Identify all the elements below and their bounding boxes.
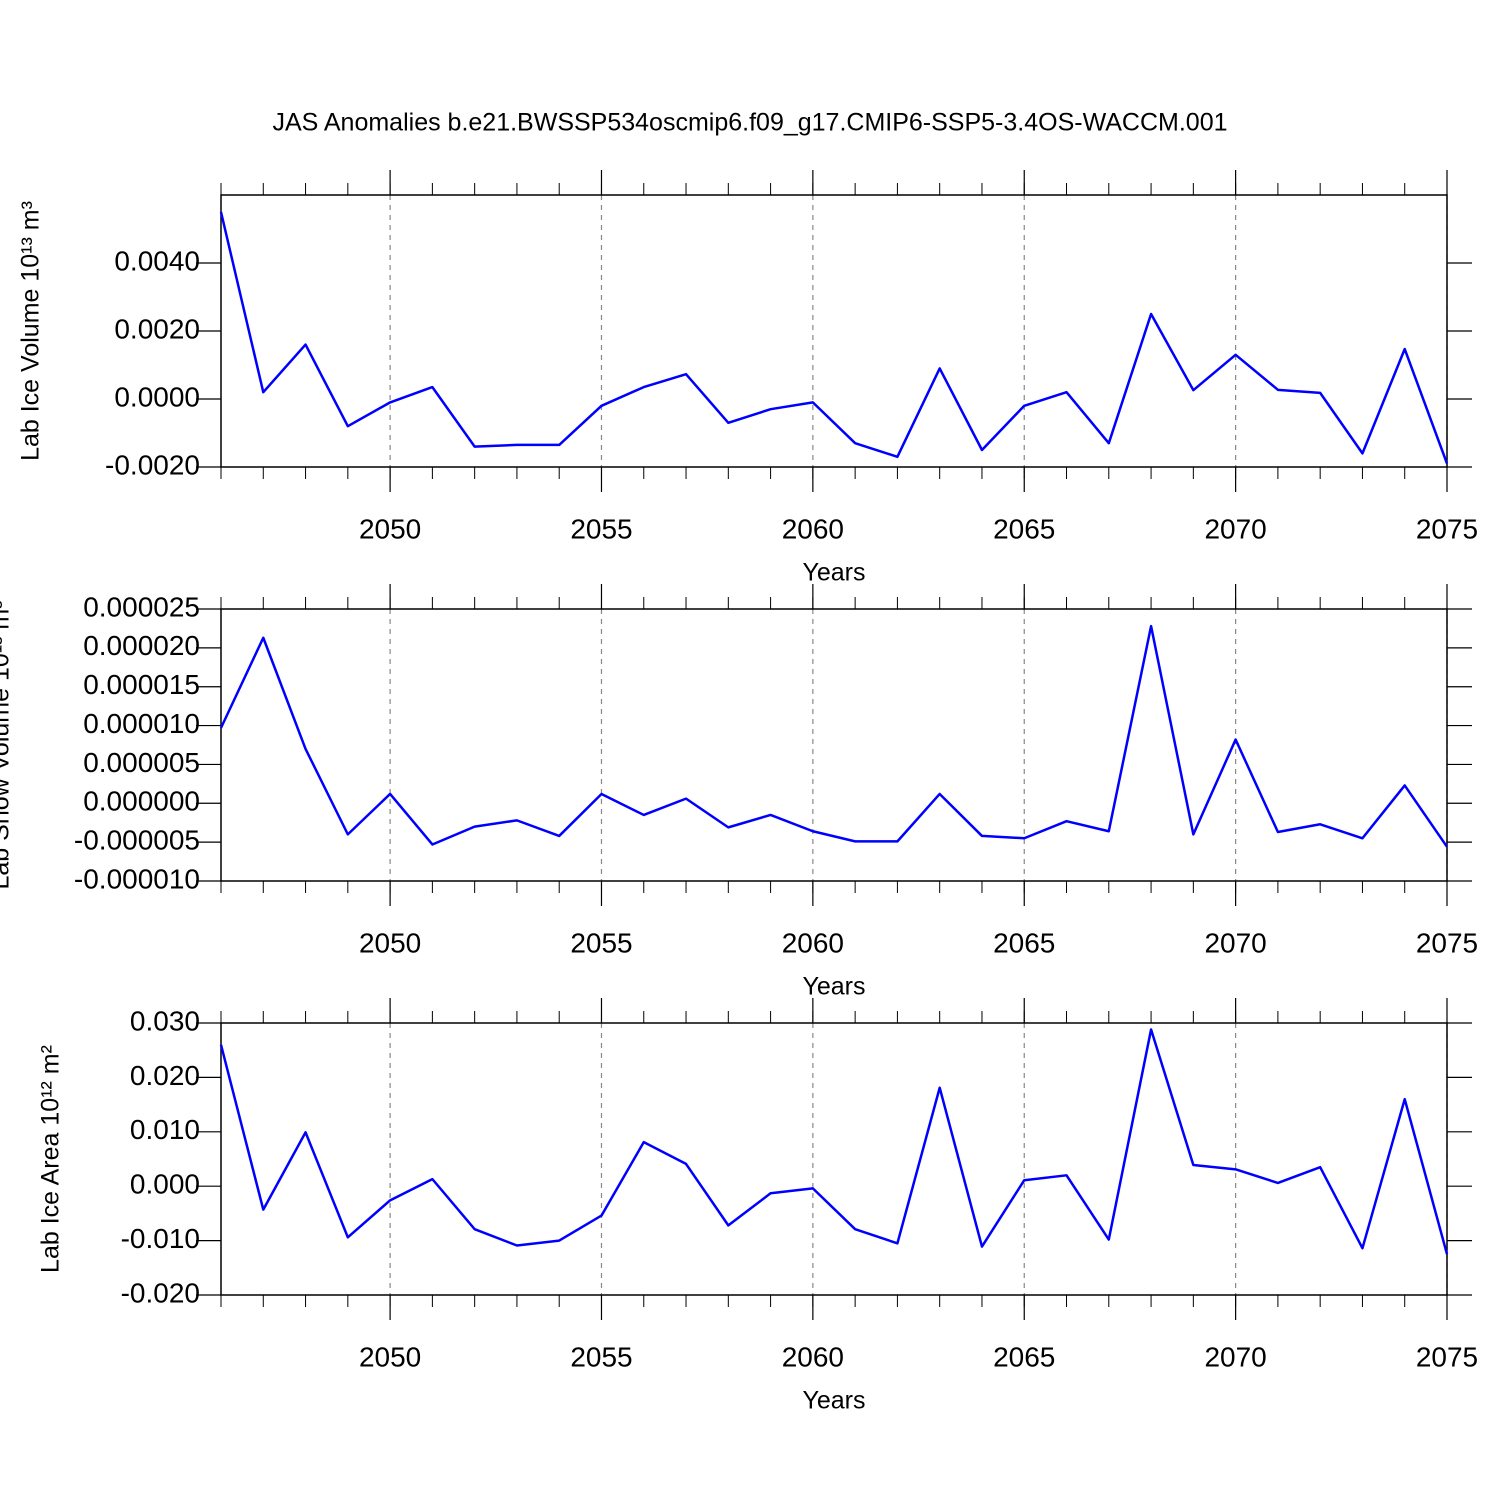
plot-frame: [220, 194, 1448, 468]
x-tick-label: 2060: [782, 1341, 844, 1372]
x-tick-label: 2070: [1204, 513, 1266, 544]
x-tick-label: 2050: [359, 927, 421, 958]
y-tick-label: 0.0020: [114, 313, 200, 344]
y-tick-label: -0.020: [121, 1277, 200, 1308]
y-tick-label: 0.000: [130, 1169, 200, 1200]
y-axis-label: Lab Ice Volume 10¹³ m³: [17, 201, 45, 461]
y-tick-label: 0.000025: [83, 591, 200, 622]
y-tick-label: -0.0020: [105, 449, 200, 480]
y-tick-label: 0.000015: [83, 669, 200, 700]
y-tick-label: 0.0040: [114, 245, 200, 276]
y-tick-label: 0.010: [130, 1114, 200, 1145]
y-tick-label: 0.020: [130, 1060, 200, 1091]
y-tick-label: -0.000010: [74, 863, 200, 894]
y-tick-label: 0.000020: [83, 630, 200, 661]
y-axis-label: Lab Snow Volume 10¹³ m³: [0, 600, 15, 889]
plot-frame: [220, 1022, 1448, 1296]
x-tick-label: 2075: [1416, 1341, 1478, 1372]
x-axis-label: Years: [802, 973, 865, 1001]
data-line: [219, 624, 1449, 848]
x-tick-label: 2065: [993, 513, 1055, 544]
x-tick-label: 2055: [570, 1341, 632, 1372]
x-tick-label: 2070: [1204, 1341, 1266, 1372]
x-tick-label: 2060: [782, 513, 844, 544]
y-tick-label: -0.000005: [74, 825, 200, 856]
x-tick-label: 2075: [1416, 927, 1478, 958]
x-tick-label: 2060: [782, 927, 844, 958]
data-line: [219, 211, 1449, 465]
y-tick-label: 0.000010: [83, 708, 200, 739]
y-axis-label: Lab Ice Area 10¹² m²: [37, 1045, 65, 1273]
y-tick-label: 0.030: [130, 1005, 200, 1036]
x-tick-label: 2050: [359, 1341, 421, 1372]
x-tick-label: 2065: [993, 1341, 1055, 1372]
x-tick-label: 2055: [570, 513, 632, 544]
x-axis-label: Years: [802, 1387, 865, 1415]
y-tick-label: 0.000005: [83, 747, 200, 778]
chart-title: JAS Anomalies b.e21.BWSSP534oscmip6.f09_…: [272, 109, 1227, 137]
x-tick-label: 2055: [570, 927, 632, 958]
x-tick-label: 2065: [993, 927, 1055, 958]
data-line: [219, 1028, 1449, 1255]
x-tick-label: 2075: [1416, 513, 1478, 544]
plot-frame: [220, 608, 1448, 882]
y-tick-label: 0.0000: [114, 381, 200, 412]
x-axis-label: Years: [802, 559, 865, 587]
y-tick-label: -0.010: [121, 1223, 200, 1254]
y-tick-label: 0.000000: [83, 786, 200, 817]
x-tick-label: 2070: [1204, 927, 1266, 958]
x-tick-label: 2050: [359, 513, 421, 544]
